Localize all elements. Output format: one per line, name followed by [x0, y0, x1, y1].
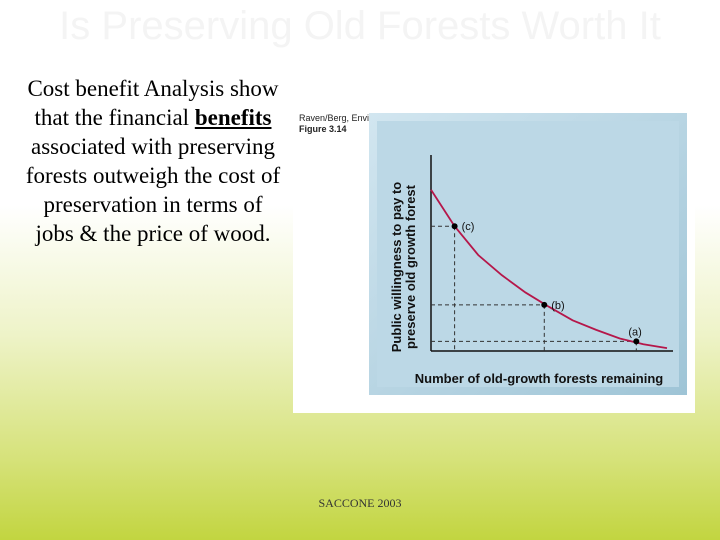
figure-credit: Raven/Berg, Environment, 3/e Figure 3.14 — [299, 113, 420, 135]
point-label-1: (b) — [551, 300, 564, 312]
body-text-start: Cost benefit Analysis show that the fina… — [27, 76, 279, 130]
point-label-2: (a) — [628, 326, 641, 338]
body-text-end: associated with preserving forests outwe… — [25, 134, 281, 246]
footer-credit: SACCONE 2003 — [318, 496, 402, 510]
chart: (c) (b) (a) Public willingness to pay to p… — [369, 113, 687, 395]
body-text-emphasis: benefits — [194, 105, 272, 130]
data-point-0 — [451, 223, 458, 230]
body-text: Cost benefit Analysis show that the fina… — [22, 74, 284, 248]
chart-figure: Raven/Berg, Environment, 3/e Figure 3.14… — [293, 89, 695, 413]
point-label-0: (c) — [462, 221, 475, 233]
demand-curve — [430, 189, 668, 350]
y-axis-label-line1: Public willingness to pay to — [389, 182, 404, 353]
chart-panel — [377, 121, 679, 387]
figure-source: Raven/Berg, Environment, 3/e — [299, 113, 420, 123]
y-axis-label-line2: preserve old growth forest — [403, 184, 418, 349]
data-point-1 — [541, 301, 548, 308]
slide-title: Is Preserving Old Forests Worth It — [59, 4, 661, 48]
chart-layer: (c) (b) (a) — [430, 155, 673, 352]
figure-number: Figure 3.14 — [299, 124, 347, 134]
x-axis-label: Number of old-growth forests remaining — [415, 371, 664, 386]
data-point-2 — [633, 338, 640, 345]
